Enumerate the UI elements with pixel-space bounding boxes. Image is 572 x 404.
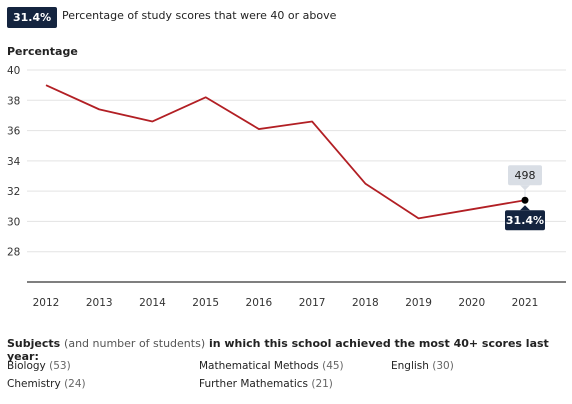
value-label: 31.4% xyxy=(506,214,544,227)
highlight-annotation: 498 31.4% xyxy=(505,165,545,231)
y-axis-label: Percentage xyxy=(7,45,78,58)
subject-count: (24) xyxy=(64,378,86,390)
subject-name: Biology xyxy=(7,360,46,372)
y-tick-labels: 28 30 32 34 36 38 40 xyxy=(7,65,21,259)
x-tick-2017: 2017 xyxy=(299,297,326,309)
subject-count: (45) xyxy=(322,360,344,372)
series-polyline xyxy=(45,84,526,220)
x-tick-2019: 2019 xyxy=(405,297,432,309)
subject-name: Further Mathematics xyxy=(199,378,308,390)
x-tick-2012: 2012 xyxy=(33,297,60,309)
y-tick-40: 40 xyxy=(7,65,20,77)
series-line xyxy=(45,84,526,220)
x-tick-2016: 2016 xyxy=(246,297,273,309)
subject-count: (30) xyxy=(432,360,454,372)
highlight-point xyxy=(521,196,529,204)
subject-item: Chemistry (24) xyxy=(7,378,86,390)
subject-item: Further Mathematics (21) xyxy=(199,378,333,390)
x-tick-labels: 2012 2013 2014 2015 2016 2017 2018 2019 2020 2021 xyxy=(33,297,539,309)
x-tick-2013: 2013 xyxy=(86,297,113,309)
subject-count: (21) xyxy=(311,378,333,390)
y-tick-28: 28 xyxy=(7,247,20,259)
headline-badge: 31.4% xyxy=(7,7,58,28)
count-tooltip-pointer xyxy=(520,185,530,191)
x-tick-2014: 2014 xyxy=(139,297,166,309)
y-tick-34: 34 xyxy=(7,156,21,168)
subject-item: Mathematical Methods (45) xyxy=(199,360,344,372)
grid-lines xyxy=(27,69,566,283)
value-badge-pointer xyxy=(520,205,530,211)
subject-name: Mathematical Methods xyxy=(199,360,319,372)
y-tick-30: 30 xyxy=(7,216,20,228)
count-label: 498 xyxy=(515,169,536,182)
subjects-title: Subjects (and number of students) in whi… xyxy=(7,337,572,363)
subject-name: Chemistry xyxy=(7,378,61,390)
value-badge xyxy=(505,210,545,231)
x-tick-2015: 2015 xyxy=(192,297,219,309)
subject-item: Biology (53) xyxy=(7,360,71,372)
subjects-title-bold: Subjects xyxy=(7,337,61,350)
x-tick-2021: 2021 xyxy=(512,297,539,309)
subjects-title-paren: (and number of students) xyxy=(64,337,206,350)
x-tick-2018: 2018 xyxy=(352,297,379,309)
subject-name: English xyxy=(391,360,429,372)
count-tooltip xyxy=(508,165,542,186)
y-tick-32: 32 xyxy=(7,186,20,198)
subject-count: (53) xyxy=(49,360,71,372)
x-tick-2020: 2020 xyxy=(458,297,485,309)
subjects-title-rest: in which this school achieved the most 4… xyxy=(7,337,549,363)
y-tick-36: 36 xyxy=(7,126,21,138)
subject-item: English (30) xyxy=(391,360,454,372)
subjects-list: Biology (53) Mathematical Methods (45) Eng… xyxy=(7,360,567,400)
y-tick-38: 38 xyxy=(7,95,20,107)
headline-text: Percentage of study scores that were 40 … xyxy=(62,9,337,22)
